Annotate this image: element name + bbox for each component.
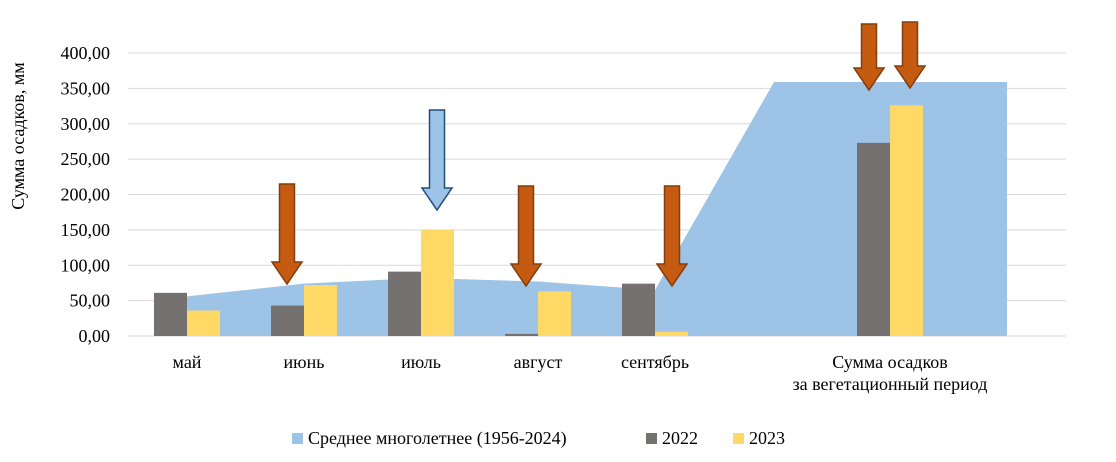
bar-2022 <box>388 271 421 336</box>
y-tick-label: 350,00 <box>61 78 111 98</box>
category-label: июль <box>401 352 441 372</box>
category-label: Сумма осадков за вегетационный период <box>793 352 988 394</box>
y-tick-label: 100,00 <box>61 255 111 275</box>
legend-label: 2022 <box>662 428 698 448</box>
bar-2023 <box>538 291 571 336</box>
bar-2023 <box>304 285 337 336</box>
legend-swatch <box>646 433 657 444</box>
category-label: август <box>514 352 563 372</box>
category-label: май <box>173 352 202 372</box>
arrows-layer <box>270 21 927 288</box>
average-area-layer <box>187 82 1007 336</box>
annotation-arrow <box>420 109 454 212</box>
y-tick-label: 150,00 <box>61 220 111 240</box>
legend: Среднее многолетнее (1956-2024) 2022 2023 <box>292 428 785 449</box>
y-tick-label: 200,00 <box>61 185 111 205</box>
legend-label: Среднее многолетнее (1956-2024) <box>308 428 567 449</box>
bar-2023 <box>890 105 923 336</box>
category-label: сентябрь <box>621 352 689 372</box>
annotation-arrow <box>509 185 543 288</box>
annotation-arrow <box>893 21 927 90</box>
bar-2023 <box>655 331 688 336</box>
y-tick-label: 50,00 <box>70 291 111 311</box>
bar-2022 <box>154 292 187 336</box>
y-tick-label: 400,00 <box>61 43 111 63</box>
annotation-arrow <box>270 183 304 286</box>
bar-2022 <box>622 283 655 336</box>
legend-swatch <box>733 433 744 444</box>
category-labels: май июнь июль август сентябрь Сумма осадков за… <box>173 352 988 394</box>
legend-swatch <box>292 433 303 444</box>
y-tick-label: 0,00 <box>79 326 111 346</box>
annotation-arrow <box>655 185 689 288</box>
bar-2023 <box>421 229 454 336</box>
bar-2022 <box>857 142 890 336</box>
y-tick-label: 250,00 <box>61 149 111 169</box>
y-tick-label: 300,00 <box>61 114 111 134</box>
bar-2022 <box>271 305 304 336</box>
legend-label: 2023 <box>749 428 785 448</box>
category-label: июнь <box>284 352 325 372</box>
annotation-arrow <box>852 23 886 92</box>
average-area <box>187 82 1007 336</box>
y-tick-labels: 0,00 50,00 100,00 150,00 200,00 250,00 300,00 3… <box>61 43 111 346</box>
bars-layer <box>154 105 923 336</box>
bar-2023 <box>187 310 220 336</box>
y-axis-title: Сумма осадков, мм <box>8 62 28 209</box>
bar-2022 <box>505 333 538 336</box>
